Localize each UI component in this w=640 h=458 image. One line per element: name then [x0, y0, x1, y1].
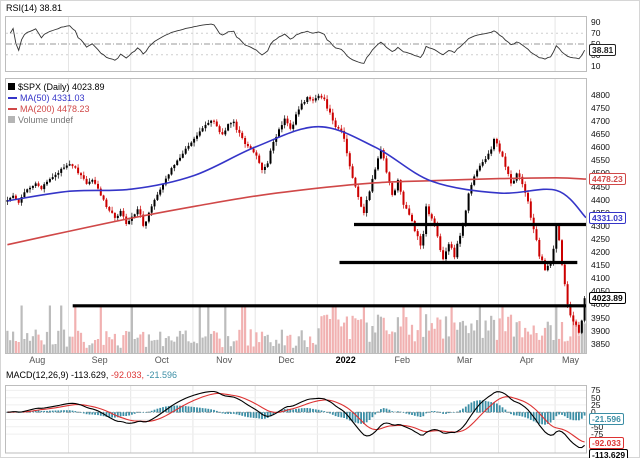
- x-axis-month-label: May: [561, 355, 580, 365]
- price-legend: $SPX (Daily) 4023.89 MA(50) 4331.03 MA(2…: [8, 82, 105, 126]
- price-axis-tick: 4550: [591, 155, 610, 166]
- ma50-label: MA(50): [20, 93, 50, 103]
- price-axis-tick: 4800: [591, 89, 610, 100]
- macd-hist-value: -21.596: [146, 370, 178, 380]
- price-axis-tick: 4600: [591, 142, 610, 153]
- ma50-swatch-icon: [8, 97, 17, 99]
- macd-signal-badge: -92.033: [589, 437, 624, 449]
- macd-hist-badge: -21.596: [589, 412, 624, 425]
- ma50-last-badge: 4331.03: [589, 211, 626, 224]
- rsi-axis-tick: 70: [591, 28, 601, 39]
- volume-label: Volume undef: [18, 115, 74, 125]
- ma200-label: MA(200): [20, 104, 55, 114]
- price-axis-tick: 3900: [591, 325, 610, 336]
- x-axis-month-label: Nov: [216, 355, 233, 365]
- price-axis-tick: 4100: [591, 273, 610, 284]
- legend-spx: $SPX (Daily) 4023.89: [8, 82, 105, 93]
- price-axis-tick: 4250: [591, 233, 610, 244]
- ma50-value: 4331.03: [52, 93, 85, 103]
- x-axis-month-label: Feb: [394, 355, 411, 365]
- macd-axis-tick: 50: [591, 392, 601, 403]
- macd-line-badge: -113.629: [589, 449, 629, 458]
- rsi-axis-tick: 10: [591, 60, 601, 71]
- legend-ma50: MA(50) 4331.03: [8, 93, 105, 104]
- rsi-last-badge: 38.81: [589, 44, 617, 57]
- rsi-label: RSI(14): [6, 3, 38, 13]
- price-axis-tick: 3850: [591, 338, 610, 349]
- macd-signal-value: -92.033: [111, 370, 147, 380]
- volume-swatch-icon: [8, 116, 15, 123]
- x-axis-month-label: Dec: [278, 355, 295, 365]
- x-axis-month-label: Oct: [154, 355, 169, 365]
- spx-symbol: $SPX (Daily): [18, 82, 70, 92]
- legend-ma200: MA(200) 4478.23: [8, 104, 105, 115]
- ma200-swatch-icon: [8, 108, 17, 110]
- price-axis-tick: 4750: [591, 102, 610, 113]
- x-axis-month-label: 2022: [335, 355, 356, 365]
- rsi-header: RSI(14) 38.81: [6, 3, 62, 13]
- macd-line-value: -113.629: [71, 370, 111, 380]
- legend-volume: Volume undef: [8, 115, 105, 126]
- price-axis-tick: 4400: [591, 194, 610, 205]
- macd-axis-tick: -50: [591, 421, 604, 432]
- macd-axis-tick: 25: [591, 399, 601, 410]
- spx-swatch-icon: [8, 83, 15, 90]
- price-axis-tick: 4450: [591, 181, 610, 192]
- price-axis-tick: 3950: [591, 312, 610, 323]
- macd-axis-tick: 75: [591, 385, 601, 396]
- macd-header: MACD(12,26,9) -113.629 -92.033 -21.596: [6, 370, 177, 380]
- price-axis-tick: 4050: [591, 286, 610, 296]
- price-axis-tick: 4200: [591, 247, 610, 258]
- price-last-badge: 4023.89: [589, 292, 626, 305]
- macd-axis-tick: -75: [591, 429, 604, 440]
- x-axis-month-label: Sep: [91, 355, 108, 365]
- rsi-axis-tick: 50: [591, 39, 600, 49]
- price-axis-tick: 4000: [591, 299, 610, 310]
- rsi-value: 38.81: [39, 3, 63, 13]
- price-axis-tick: 4300: [591, 220, 610, 231]
- price-axis-tick: 4650: [591, 129, 610, 140]
- price-axis-tick: 4150: [591, 260, 610, 271]
- x-axis-month-label: Apr: [519, 355, 534, 365]
- ma200-last-badge: 4478.23: [589, 173, 626, 186]
- macd-label: MACD(12,26,9): [6, 370, 69, 380]
- ma200-value: 4478.23: [57, 104, 90, 114]
- spx-last-value: 4023.89: [72, 82, 105, 92]
- rsi-axis-tick: 90: [591, 17, 601, 28]
- x-axis-month-label: Mar: [456, 355, 473, 365]
- price-axis-tick: 4700: [591, 115, 610, 126]
- macd-axis-tick: 0: [591, 407, 596, 417]
- x-axis-month-label: Aug: [29, 355, 46, 365]
